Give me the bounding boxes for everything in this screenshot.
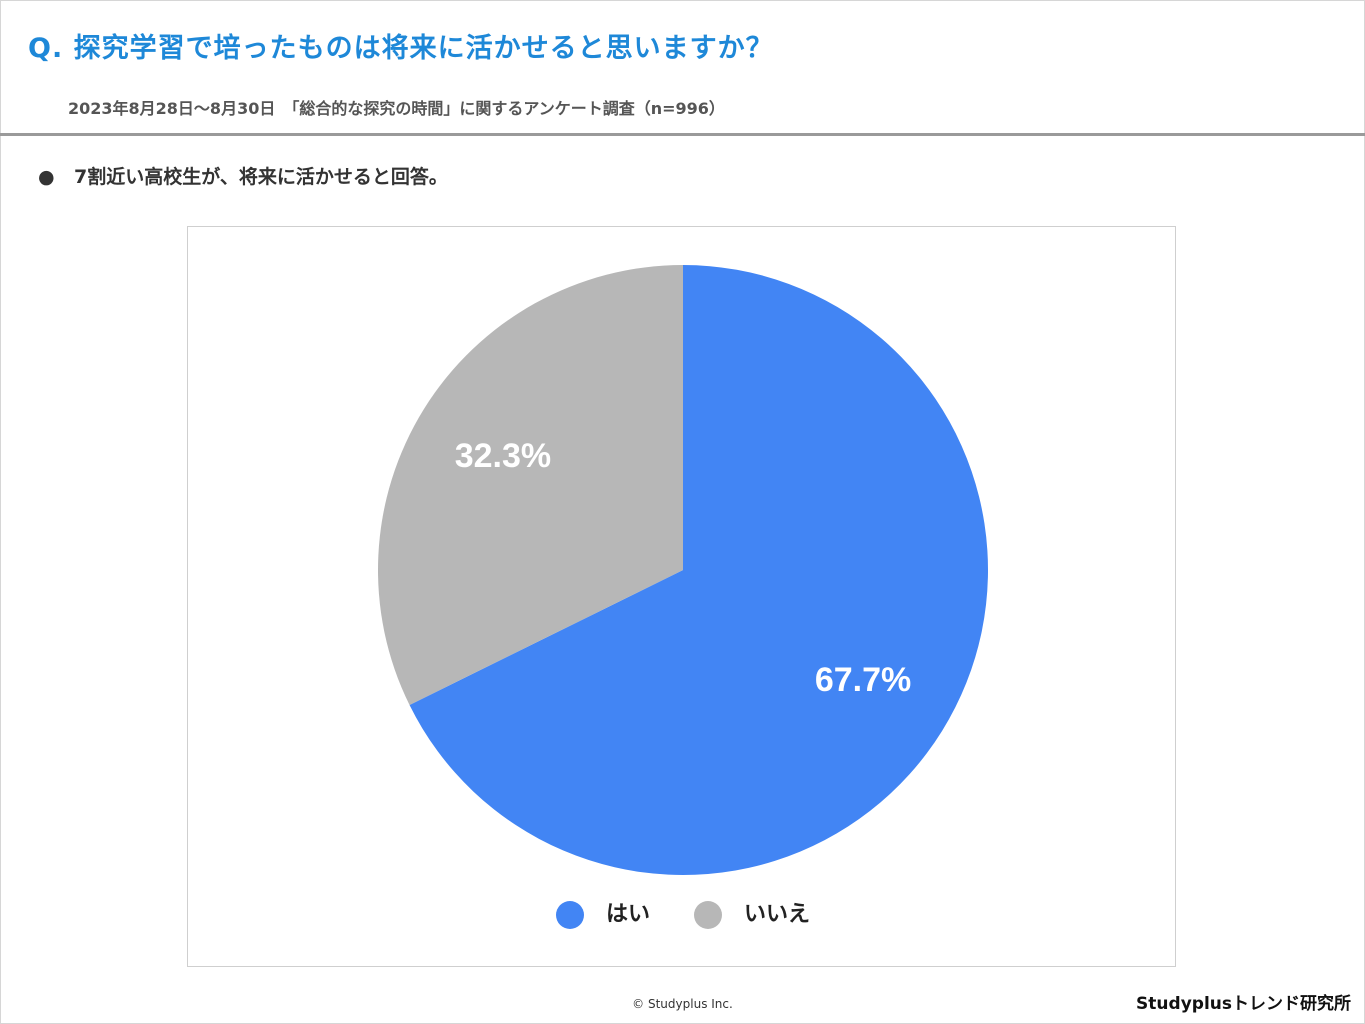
header-divider — [0, 133, 1365, 136]
pie-slice-1 — [409, 265, 988, 875]
copyright-text: © Studyplus Inc. — [632, 997, 733, 1011]
survey-info: 2023年8月28日～8月30日 「総合的な探究の時間」に関するアンケート調査（… — [68, 99, 725, 118]
legend-label-2: いいえ — [744, 902, 810, 927]
summary-text: 7割近い高校生が、将来に活かせると回答。 — [74, 166, 448, 188]
question-title: Q. 探究学習で培ったものは将来に活かせると思いますか？ — [28, 33, 774, 64]
legend-item-1: はい — [556, 901, 650, 929]
legend-marker-2 — [694, 901, 722, 929]
chart-container: 67.7% 32.3% はい いいえ — [187, 226, 1176, 967]
pie-slice-2 — [378, 265, 683, 706]
summary-line: ● 7割近い高校生が、将来に活かせると回答。 — [38, 162, 448, 189]
legend-marker-1 — [556, 901, 584, 929]
legend-label-1: はい — [606, 902, 650, 927]
legend-item-2: いいえ — [694, 901, 810, 929]
brand-logo-text: Studyplusトレンド研究所 — [1136, 994, 1351, 1014]
pie-chart: 67.7% 32.3% はい いいえ — [378, 265, 988, 929]
pie-slice-label-2: 32.3% — [455, 437, 551, 475]
pie-slice-label-1: 67.7% — [815, 661, 911, 699]
bullet-icon: ● — [38, 166, 55, 188]
